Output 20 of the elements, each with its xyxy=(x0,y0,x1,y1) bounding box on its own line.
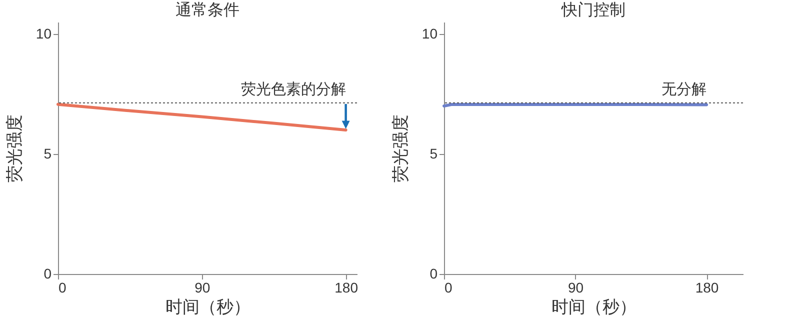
y-tick-label: 0 xyxy=(430,266,438,282)
x-tick-label: 180 xyxy=(695,280,719,296)
y-tick-label: 10 xyxy=(36,26,52,42)
x-axis-title: 时间（秒） xyxy=(166,298,250,316)
annotation: 无分解 xyxy=(662,80,707,98)
chart-title: 快门控制 xyxy=(560,1,626,19)
chart-title: 通常条件 xyxy=(176,1,240,19)
y-tick-label: 5 xyxy=(44,146,52,162)
x-tick-label: 180 xyxy=(334,280,358,296)
y-axis-title: 荧光强度 xyxy=(4,114,24,182)
y-tick-label: 0 xyxy=(44,266,52,282)
x-tick-label: 90 xyxy=(568,280,584,296)
y-tick-label: 5 xyxy=(430,146,438,162)
annotation: 荧光色素的分解 xyxy=(240,80,346,98)
x-tick-label: 0 xyxy=(58,280,66,296)
y-tick-label: 10 xyxy=(422,26,438,42)
x-tick-label: 0 xyxy=(444,280,452,296)
x-tick-label: 90 xyxy=(194,280,210,296)
y-axis-title: 荧光强度 xyxy=(390,114,410,182)
x-axis-title: 时间（秒） xyxy=(552,298,636,316)
